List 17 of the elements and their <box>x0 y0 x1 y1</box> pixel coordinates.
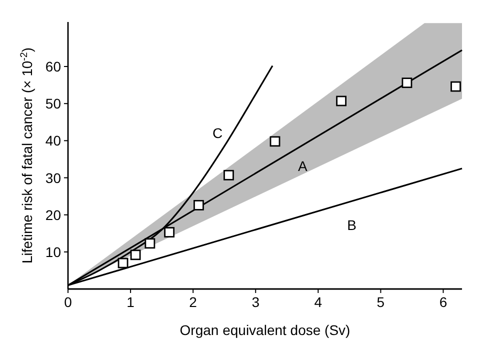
y-tick-label: 50 <box>45 96 62 112</box>
x-tick-label: 1 <box>126 294 135 310</box>
x-tick-label: 2 <box>189 294 198 310</box>
x-tick-label: 5 <box>376 294 385 310</box>
series-label: B <box>347 217 356 234</box>
series-label: A <box>298 158 308 174</box>
y-tick-label: 20 <box>45 206 62 223</box>
x-tick-label: 0 <box>64 294 72 310</box>
series-label: C <box>212 124 223 141</box>
x-axis-title: Organ equivalent dose (Sv) <box>180 322 350 338</box>
y-tick-label: 40 <box>45 132 62 149</box>
y-tick-label: 30 <box>45 170 62 186</box>
x-tick-label: 4 <box>314 294 322 310</box>
y-tick-label: 60 <box>45 58 62 74</box>
y-tick-label: 10 <box>45 244 62 260</box>
x-tick-label: 6 <box>439 294 448 310</box>
x-tick-label: 3 <box>252 294 260 310</box>
